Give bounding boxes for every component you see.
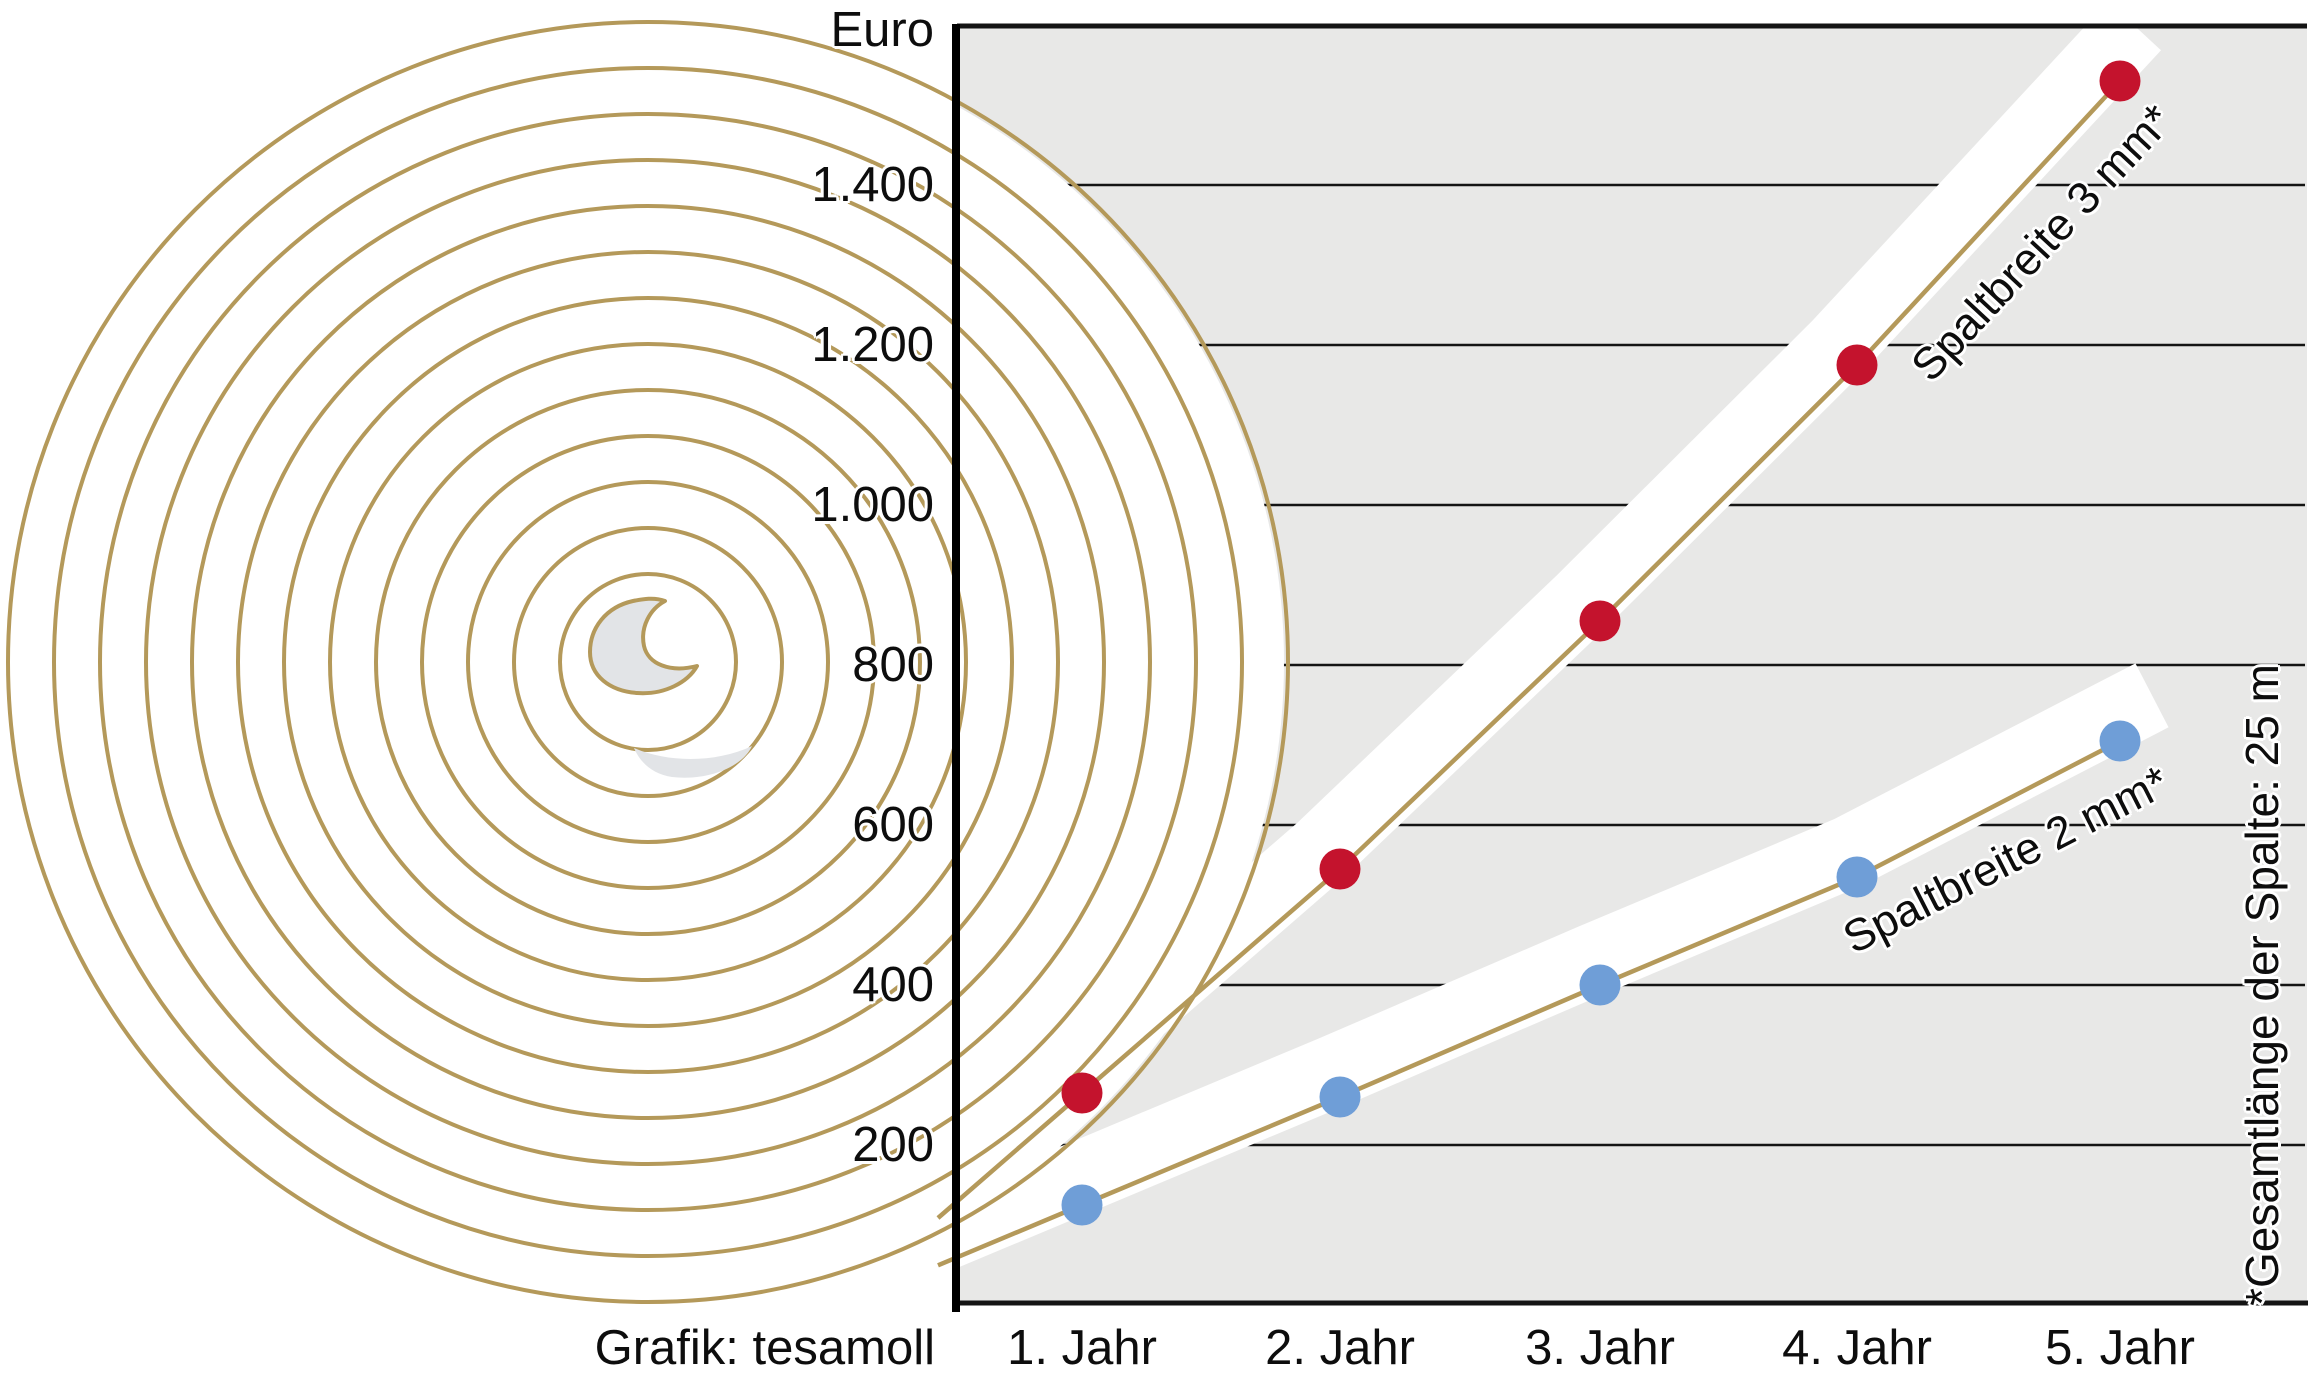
tape-roll-ring xyxy=(512,526,784,798)
data-point xyxy=(1319,1076,1361,1118)
tape-roll-ring xyxy=(420,434,876,890)
tape-roll-ring xyxy=(144,158,1152,1166)
x-category-label: 4. Jahr xyxy=(1782,1321,1932,1375)
x-category-label: 2. Jahr xyxy=(1265,1321,1415,1375)
tape-roll-ring xyxy=(466,480,830,844)
y-tick-label: 600 xyxy=(852,798,934,852)
data-point xyxy=(2099,720,2141,762)
data-point xyxy=(1579,600,1621,642)
tape-end-curl xyxy=(588,596,699,696)
data-point xyxy=(2099,60,2141,102)
y-tick-label: 1.000 xyxy=(811,478,934,532)
trend-highlight-band xyxy=(916,663,2169,1274)
tape-roll-ring xyxy=(558,572,738,752)
data-point xyxy=(1836,344,1878,386)
footnote-rotated: *Gesamtlänge der Spalte: 25 m xyxy=(2236,664,2288,1306)
y-axis-unit-label: Euro xyxy=(830,3,934,57)
tape-roll-ring xyxy=(236,250,1060,1074)
y-tick-label: 800 xyxy=(852,638,934,692)
tape-roll-ring xyxy=(52,66,1244,1258)
x-category-label: 1. Jahr xyxy=(1007,1321,1157,1375)
y-tick-label: 1.400 xyxy=(811,158,934,212)
trend-line xyxy=(936,79,2122,1220)
x-category-label: 3. Jahr xyxy=(1525,1321,1675,1375)
tape-roll-ring xyxy=(374,388,922,936)
tape-end-curl-shadow xyxy=(634,746,752,778)
y-tick-label: 200 xyxy=(852,1118,934,1172)
x-category-label: 5. Jahr xyxy=(2045,1321,2195,1375)
data-point xyxy=(1319,848,1361,890)
tape-roll-ring xyxy=(328,342,968,982)
tape-roll-ring xyxy=(98,112,1198,1212)
y-tick-label: 1.200 xyxy=(811,318,934,372)
credit-label: Grafik: tesamoll xyxy=(594,1321,935,1375)
data-point xyxy=(1061,1184,1103,1226)
y-tick-label: 400 xyxy=(852,958,934,1012)
tape-roll-ring xyxy=(190,204,1106,1120)
data-point xyxy=(1579,964,1621,1006)
trend-line xyxy=(937,739,2122,1268)
tape-roll-ring xyxy=(6,20,1290,1304)
tape-roll-ring xyxy=(282,296,1014,1028)
data-point xyxy=(1061,1072,1103,1114)
data-point xyxy=(1836,856,1878,898)
